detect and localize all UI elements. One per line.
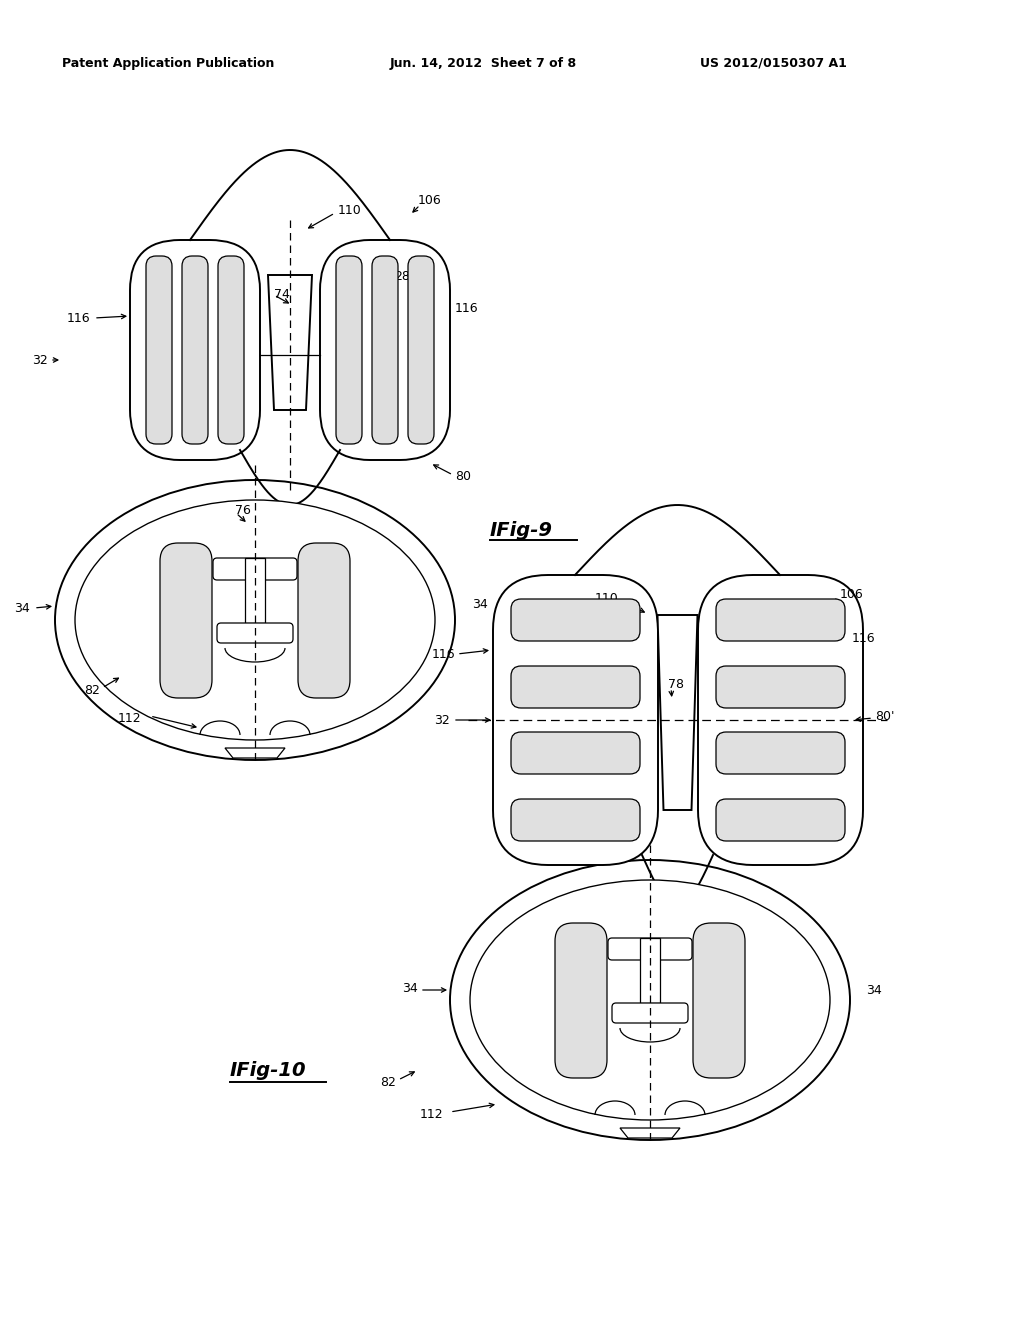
FancyBboxPatch shape xyxy=(408,256,434,444)
Text: 110: 110 xyxy=(338,203,361,216)
Text: 112: 112 xyxy=(118,711,141,725)
Text: IFig-9: IFig-9 xyxy=(490,520,553,540)
FancyBboxPatch shape xyxy=(130,240,260,459)
Ellipse shape xyxy=(75,500,435,741)
FancyBboxPatch shape xyxy=(493,576,658,865)
FancyBboxPatch shape xyxy=(218,256,244,444)
Ellipse shape xyxy=(450,861,850,1140)
Text: US 2012/0150307 A1: US 2012/0150307 A1 xyxy=(700,57,847,70)
FancyBboxPatch shape xyxy=(217,623,293,643)
Text: 106: 106 xyxy=(840,587,864,601)
Text: 34: 34 xyxy=(14,602,30,615)
FancyBboxPatch shape xyxy=(146,256,172,444)
Bar xyxy=(245,558,265,623)
FancyBboxPatch shape xyxy=(298,543,350,698)
Text: 32: 32 xyxy=(434,714,450,726)
FancyBboxPatch shape xyxy=(511,667,640,708)
FancyBboxPatch shape xyxy=(716,667,845,708)
Text: 116: 116 xyxy=(852,631,876,644)
FancyBboxPatch shape xyxy=(608,939,692,960)
FancyBboxPatch shape xyxy=(182,256,208,444)
Text: 28: 28 xyxy=(526,623,542,636)
Bar xyxy=(640,939,660,1003)
Ellipse shape xyxy=(55,480,455,760)
Text: 28: 28 xyxy=(146,276,162,289)
Text: Jun. 14, 2012  Sheet 7 of 8: Jun. 14, 2012 Sheet 7 of 8 xyxy=(390,57,578,70)
Text: 82: 82 xyxy=(380,1076,396,1089)
Text: 112: 112 xyxy=(420,1107,443,1121)
Text: 116: 116 xyxy=(431,648,455,660)
FancyBboxPatch shape xyxy=(160,543,212,698)
Text: IFig-10: IFig-10 xyxy=(230,1060,306,1080)
FancyBboxPatch shape xyxy=(716,733,845,774)
Text: 116: 116 xyxy=(455,301,478,314)
Text: 34: 34 xyxy=(402,982,418,994)
Text: 28: 28 xyxy=(394,271,410,284)
Text: 28: 28 xyxy=(790,619,806,631)
Polygon shape xyxy=(657,615,697,810)
Text: 80': 80' xyxy=(874,710,895,722)
FancyBboxPatch shape xyxy=(372,256,398,444)
FancyBboxPatch shape xyxy=(698,576,863,865)
FancyBboxPatch shape xyxy=(336,256,362,444)
Ellipse shape xyxy=(470,880,830,1119)
FancyBboxPatch shape xyxy=(716,799,845,841)
FancyBboxPatch shape xyxy=(511,799,640,841)
Text: 34: 34 xyxy=(472,598,487,610)
Text: 82: 82 xyxy=(84,684,100,697)
FancyBboxPatch shape xyxy=(555,923,607,1078)
Text: 116: 116 xyxy=(67,312,90,325)
Text: 110: 110 xyxy=(594,591,618,605)
Text: 106: 106 xyxy=(418,194,441,206)
FancyBboxPatch shape xyxy=(511,733,640,774)
Text: 76: 76 xyxy=(234,503,251,516)
Polygon shape xyxy=(225,748,285,758)
FancyBboxPatch shape xyxy=(693,923,745,1078)
Text: 80: 80 xyxy=(455,470,471,483)
FancyBboxPatch shape xyxy=(213,558,297,579)
FancyBboxPatch shape xyxy=(319,240,450,459)
Text: 78: 78 xyxy=(668,678,684,692)
Text: 74: 74 xyxy=(274,289,290,301)
Polygon shape xyxy=(268,275,312,411)
Text: Patent Application Publication: Patent Application Publication xyxy=(62,57,274,70)
FancyBboxPatch shape xyxy=(612,1003,688,1023)
Polygon shape xyxy=(620,1129,680,1138)
Text: 34: 34 xyxy=(866,983,882,997)
FancyBboxPatch shape xyxy=(716,599,845,642)
Text: 32: 32 xyxy=(32,354,48,367)
FancyBboxPatch shape xyxy=(511,599,640,642)
